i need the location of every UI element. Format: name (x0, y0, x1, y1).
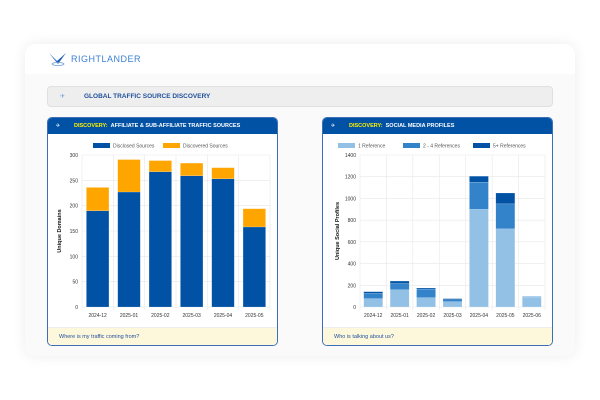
legend-swatch (473, 143, 490, 148)
social-profiles-panel: ✈ DISCOVERY: SOCIAL MEDIA PROFILES 0 200 400… (322, 117, 553, 346)
bar-segment (416, 287, 436, 290)
bar-segment (148, 171, 172, 308)
y-tick-label: 150 (70, 229, 79, 235)
y-tick-label: 800 (348, 218, 357, 224)
bar-segment (180, 162, 204, 176)
panel-footer[interactable]: Where is my traffic coming from? (48, 327, 277, 345)
x-tick-label: 2025-03 (182, 313, 201, 319)
legend-swatch (403, 143, 420, 148)
brand-name: RIGHTLANDER (71, 54, 142, 64)
bar-segment (117, 191, 141, 308)
bar-segment (416, 297, 436, 308)
banner-title: GLOBAL TRAFFIC SOURCE DISCOVERY (84, 93, 211, 100)
legend-label: Disclosed Sources (113, 144, 155, 150)
bar-segment (442, 301, 463, 308)
bar-segment (180, 175, 204, 308)
y-tick-label: 1000 (345, 196, 356, 202)
x-tick-label: 2025-01 (120, 313, 139, 319)
bar-segment (469, 209, 489, 308)
bar-segment (416, 288, 436, 298)
bar-segment (117, 159, 141, 193)
x-tick-label: 2025-02 (151, 313, 170, 319)
x-tick-label: 2024-12 (88, 313, 107, 319)
x-tick-label: 2025-06 (523, 313, 542, 319)
radar-icon: ✈ (331, 123, 336, 129)
panel-header: ✈ DISCOVERY: AFFILIATE & SUB-AFFILIATE TRA… (48, 118, 277, 134)
legend-swatch (93, 143, 110, 148)
x-tick-label: 2024-12 (364, 313, 383, 319)
bar-segment (363, 291, 383, 294)
y-tick-label: 100 (70, 254, 79, 260)
bar-segment (86, 187, 110, 211)
logo[interactable]: RIGHTLANDER (48, 52, 141, 66)
bar-segment (469, 181, 489, 210)
y-tick-label: 50 (72, 280, 78, 286)
radar-icon: ✈ (56, 123, 61, 129)
legend-label: 5+ References (493, 144, 526, 150)
social-profiles-chart: 0 200 400 600 800 1000 1200 1400 2024-12 2025-01 2… (335, 143, 546, 319)
y-tick-label: 400 (348, 262, 357, 268)
x-tick-label: 2025-05 (245, 313, 264, 319)
y-axis-label: Unique Domains (57, 209, 63, 252)
x-tick-label: 2025-05 (496, 313, 515, 319)
bar-segment (495, 203, 516, 230)
bar-segment (148, 160, 172, 172)
bar-segment (86, 210, 110, 308)
legend-swatch (338, 143, 355, 148)
bar-segment (363, 298, 383, 308)
logo-bird-icon (49, 53, 66, 66)
y-tick-label: 0 (353, 305, 356, 311)
panel-footer[interactable]: Who is talking about us? (323, 327, 552, 345)
top-bar (25, 44, 575, 74)
bar-segment (363, 293, 383, 299)
section-banner: ✈ GLOBAL TRAFFIC SOURCE DISCOVERY (47, 86, 553, 107)
affiliate-sources-chart: 0 50 100 150 200 250 300 2024-12 2025-01 2025-02 2… (57, 143, 271, 319)
bar-segment (389, 283, 410, 290)
y-tick-label: 200 (70, 204, 79, 210)
y-axis-label: Unique Social Profiles (335, 202, 341, 260)
legend-swatch (163, 143, 180, 148)
legend-label: 1 Reference (358, 144, 385, 150)
y-tick-label: 1400 (345, 153, 356, 159)
y-tick-label: 250 (70, 178, 79, 184)
panel-title: AFFILIATE & SUB-AFFILIATE TRAFFIC SOURCE… (110, 123, 241, 129)
radar-icon: ✈ (60, 94, 66, 100)
bar-segment (522, 296, 542, 308)
legend-label: 2 - 4 References (423, 144, 460, 150)
bar-segment (495, 192, 516, 205)
x-tick-label: 2025-03 (443, 313, 462, 319)
bar-segment (242, 226, 266, 308)
bar-segment (522, 296, 542, 298)
panel-prefix: DISCOVERY: (74, 123, 108, 129)
bar-segment (495, 228, 516, 308)
y-tick-label: 300 (70, 153, 79, 159)
affiliate-sources-panel: ✈ DISCOVERY: AFFILIATE & SUB-AFFILIATE TRA… (47, 117, 278, 346)
bar-segment (469, 175, 489, 183)
y-tick-label: 0 (75, 305, 78, 311)
bar-segment (442, 299, 463, 302)
legend-label: Discovered Sources (183, 144, 228, 150)
x-tick-label: 2025-02 (417, 313, 436, 319)
x-tick-label: 2025-04 (214, 313, 233, 319)
bar-segment (242, 208, 266, 228)
bar-segment (389, 289, 410, 308)
y-tick-label: 600 (348, 240, 357, 246)
panel-header: ✈ DISCOVERY: SOCIAL MEDIA PROFILES (323, 118, 552, 134)
panel-prefix: DISCOVERY: (349, 123, 383, 129)
bar-segment (211, 167, 235, 180)
y-tick-label: 200 (348, 283, 357, 289)
y-tick-label: 1200 (345, 175, 356, 181)
bar-segment (389, 280, 410, 284)
x-tick-label: 2025-04 (470, 313, 489, 319)
bar-segment (211, 178, 235, 308)
panel-title: SOCIAL MEDIA PROFILES (385, 123, 455, 129)
x-tick-label: 2025-01 (390, 313, 409, 319)
bar-segment (442, 298, 463, 300)
